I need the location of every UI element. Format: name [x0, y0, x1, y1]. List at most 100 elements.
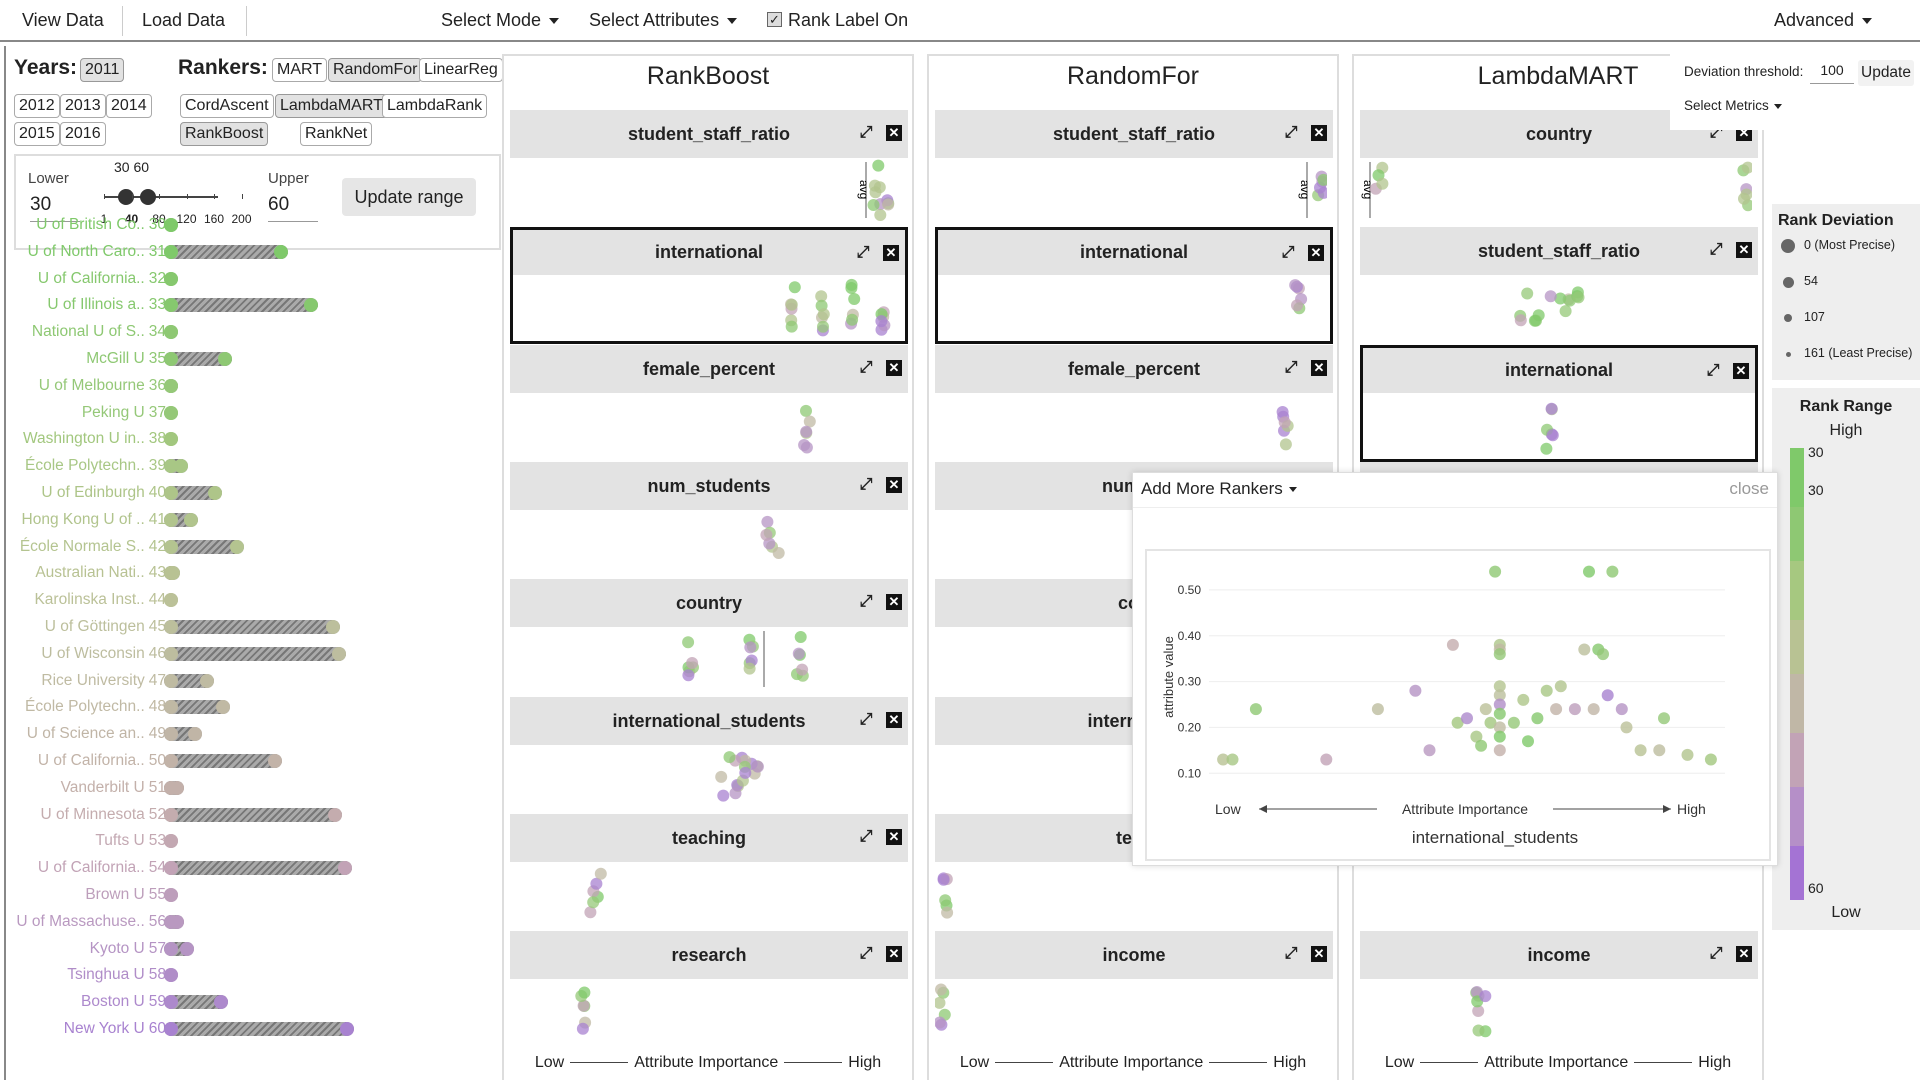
remove-icon[interactable]: ✕: [886, 359, 902, 376]
university-row[interactable]: École Polytechn.. 48: [6, 696, 406, 718]
add-more-rankers-dropdown[interactable]: Add More Rankers: [1141, 479, 1297, 499]
year-chip-2012[interactable]: 2012: [14, 94, 60, 118]
rank-label-toggle[interactable]: ✓ Rank Label On: [767, 0, 908, 40]
university-row[interactable]: U of Melbourne 36: [6, 375, 406, 397]
year-chip-2016[interactable]: 2016: [60, 122, 106, 146]
remove-icon[interactable]: ✕: [1736, 946, 1752, 963]
ranker-chip-lambdarank[interactable]: LambdaRank: [382, 94, 488, 118]
ranker-chip-mart[interactable]: MART: [272, 58, 328, 82]
expand-icon[interactable]: ⤢: [859, 827, 873, 845]
slider-lower-handle[interactable]: [118, 189, 134, 205]
year-chip-2011[interactable]: 2011: [80, 58, 125, 82]
expand-icon[interactable]: ⤢: [859, 593, 873, 611]
expand-icon[interactable]: ⤢: [1281, 244, 1295, 262]
expand-icon[interactable]: ⤢: [1284, 124, 1298, 141]
deviation-threshold-input[interactable]: 100: [1810, 62, 1854, 84]
year-chip-2013[interactable]: 2013: [60, 94, 106, 118]
university-row[interactable]: U of Wisconsin 46: [6, 643, 406, 665]
university-row[interactable]: U of North Caro.. 31: [6, 241, 406, 263]
expand-icon[interactable]: ⤢: [1284, 945, 1298, 963]
update-range-button[interactable]: Update range: [342, 178, 476, 216]
upper-input[interactable]: 60: [268, 194, 318, 222]
select-attributes-dropdown[interactable]: Select Attributes: [589, 0, 738, 40]
view-data-button[interactable]: View Data: [22, 10, 104, 30]
university-row[interactable]: Kyoto U 57: [6, 938, 406, 960]
select-metrics-dropdown[interactable]: Select Metrics: [1684, 98, 1782, 113]
attribute-card[interactable]: student_staff_ratio ⤢ ✕: [1360, 227, 1758, 344]
university-row[interactable]: National U of S.. 34: [6, 321, 406, 343]
remove-icon[interactable]: ✕: [1736, 242, 1752, 259]
university-row[interactable]: Karolinska Inst.. 44: [6, 589, 406, 611]
ranker-chip-rankboost[interactable]: RankBoost: [180, 122, 269, 146]
university-row[interactable]: McGill U 35: [6, 348, 406, 370]
popup-close-button[interactable]: close: [1729, 479, 1769, 498]
remove-icon[interactable]: ✕: [886, 125, 902, 141]
attribute-card[interactable]: income ⤢ ✕: [933, 931, 1333, 1048]
university-row[interactable]: U of Göttingen 45: [6, 616, 406, 638]
university-row[interactable]: U of Minnesota 52: [6, 804, 406, 826]
university-row[interactable]: U of British Co.. 30: [6, 214, 406, 236]
university-row[interactable]: U of California.. 54: [6, 857, 406, 879]
university-row[interactable]: U of Edinburgh 40: [6, 482, 406, 504]
ranker-chip-linearreg[interactable]: LinearReg: [419, 58, 503, 82]
expand-icon[interactable]: ⤢: [859, 475, 873, 493]
expand-icon[interactable]: ⤢: [859, 710, 873, 728]
remove-icon[interactable]: ✕: [886, 946, 902, 963]
university-row[interactable]: École Polytechn.. 39: [6, 455, 406, 477]
attribute-card[interactable]: international ⤢ ✕: [935, 227, 1333, 345]
expand-icon[interactable]: ⤢: [1706, 361, 1720, 379]
expand-icon[interactable]: ⤢: [859, 124, 873, 141]
select-mode-dropdown[interactable]: Select Mode: [441, 0, 560, 40]
attribute-card[interactable]: student_staff_ratio ⤢ ✕ avg: [935, 110, 1333, 227]
remove-icon[interactable]: ✕: [1311, 946, 1327, 963]
range-slider-track[interactable]: [104, 196, 218, 198]
remove-icon[interactable]: ✕: [886, 594, 902, 611]
attribute-card[interactable]: income ⤢ ✕: [1360, 931, 1758, 1048]
university-row[interactable]: Washington U in.. 38: [6, 428, 406, 450]
ranker-chip-ranknet[interactable]: RankNet: [300, 122, 373, 146]
attribute-card[interactable]: female_percent ⤢ ✕: [510, 344, 908, 462]
remove-icon[interactable]: ✕: [886, 828, 902, 845]
university-row[interactable]: Australian Nati.. 43: [6, 562, 406, 584]
expand-icon[interactable]: ⤢: [859, 358, 873, 376]
university-row[interactable]: U of California.. 50: [6, 750, 406, 772]
university-row[interactable]: École Normale S.. 42: [6, 536, 406, 558]
advanced-dropdown[interactable]: Advanced: [1774, 0, 1873, 40]
university-row[interactable]: Tufts U 53: [6, 830, 406, 852]
university-row[interactable]: Hong Kong U of .. 41: [6, 509, 406, 531]
expand-icon[interactable]: ⤢: [859, 945, 873, 963]
university-row[interactable]: Rice University 47: [6, 670, 406, 692]
attribute-card[interactable]: female_percent ⤢ ✕: [935, 344, 1333, 462]
expand-icon[interactable]: ⤢: [1709, 241, 1723, 259]
ranker-chip-randomfor[interactable]: RandomFor: [328, 58, 423, 82]
university-row[interactable]: Peking U 37: [6, 402, 406, 424]
deviation-update-button[interactable]: Update: [1858, 60, 1914, 86]
remove-icon[interactable]: ✕: [886, 711, 902, 728]
remove-icon[interactable]: ✕: [1311, 359, 1327, 376]
year-chip-2015[interactable]: 2015: [14, 122, 60, 146]
university-row[interactable]: U of Science an.. 49: [6, 723, 406, 745]
attribute-card[interactable]: student_staff_ratio ⤢ ✕ avg: [510, 110, 908, 227]
remove-icon[interactable]: ✕: [883, 245, 899, 262]
remove-icon[interactable]: ✕: [886, 476, 902, 493]
attribute-card[interactable]: international_students ⤢ ✕: [510, 696, 908, 814]
ranker-chip-cordascent[interactable]: CordAscent: [180, 94, 274, 118]
attribute-card[interactable]: country ⤢ ✕: [510, 579, 908, 696]
load-data-button[interactable]: Load Data: [142, 10, 226, 30]
year-chip-2014[interactable]: 2014: [106, 94, 152, 118]
lower-input[interactable]: 30: [30, 194, 80, 222]
university-row[interactable]: Vanderbilt U 51: [6, 777, 406, 799]
expand-icon[interactable]: ⤢: [856, 244, 870, 262]
checkbox-checked-icon[interactable]: ✓: [767, 11, 782, 27]
attribute-card[interactable]: teaching ⤢ ✕: [510, 813, 908, 931]
expand-icon[interactable]: ⤢: [1284, 358, 1298, 376]
university-row[interactable]: U of Illinois a.. 33: [6, 294, 406, 316]
expand-icon[interactable]: ⤢: [1709, 945, 1723, 963]
university-row[interactable]: U of Massachuse.. 56: [6, 911, 406, 933]
attribute-card[interactable]: international ⤢ ✕: [510, 227, 908, 345]
attribute-card[interactable]: international ⤢ ✕: [1360, 344, 1758, 462]
university-row[interactable]: Brown U 55: [6, 884, 406, 906]
slider-upper-handle[interactable]: [140, 189, 156, 205]
attribute-card[interactable]: research ⤢ ✕: [510, 931, 908, 1048]
attribute-card[interactable]: num_students ⤢ ✕: [510, 461, 908, 579]
